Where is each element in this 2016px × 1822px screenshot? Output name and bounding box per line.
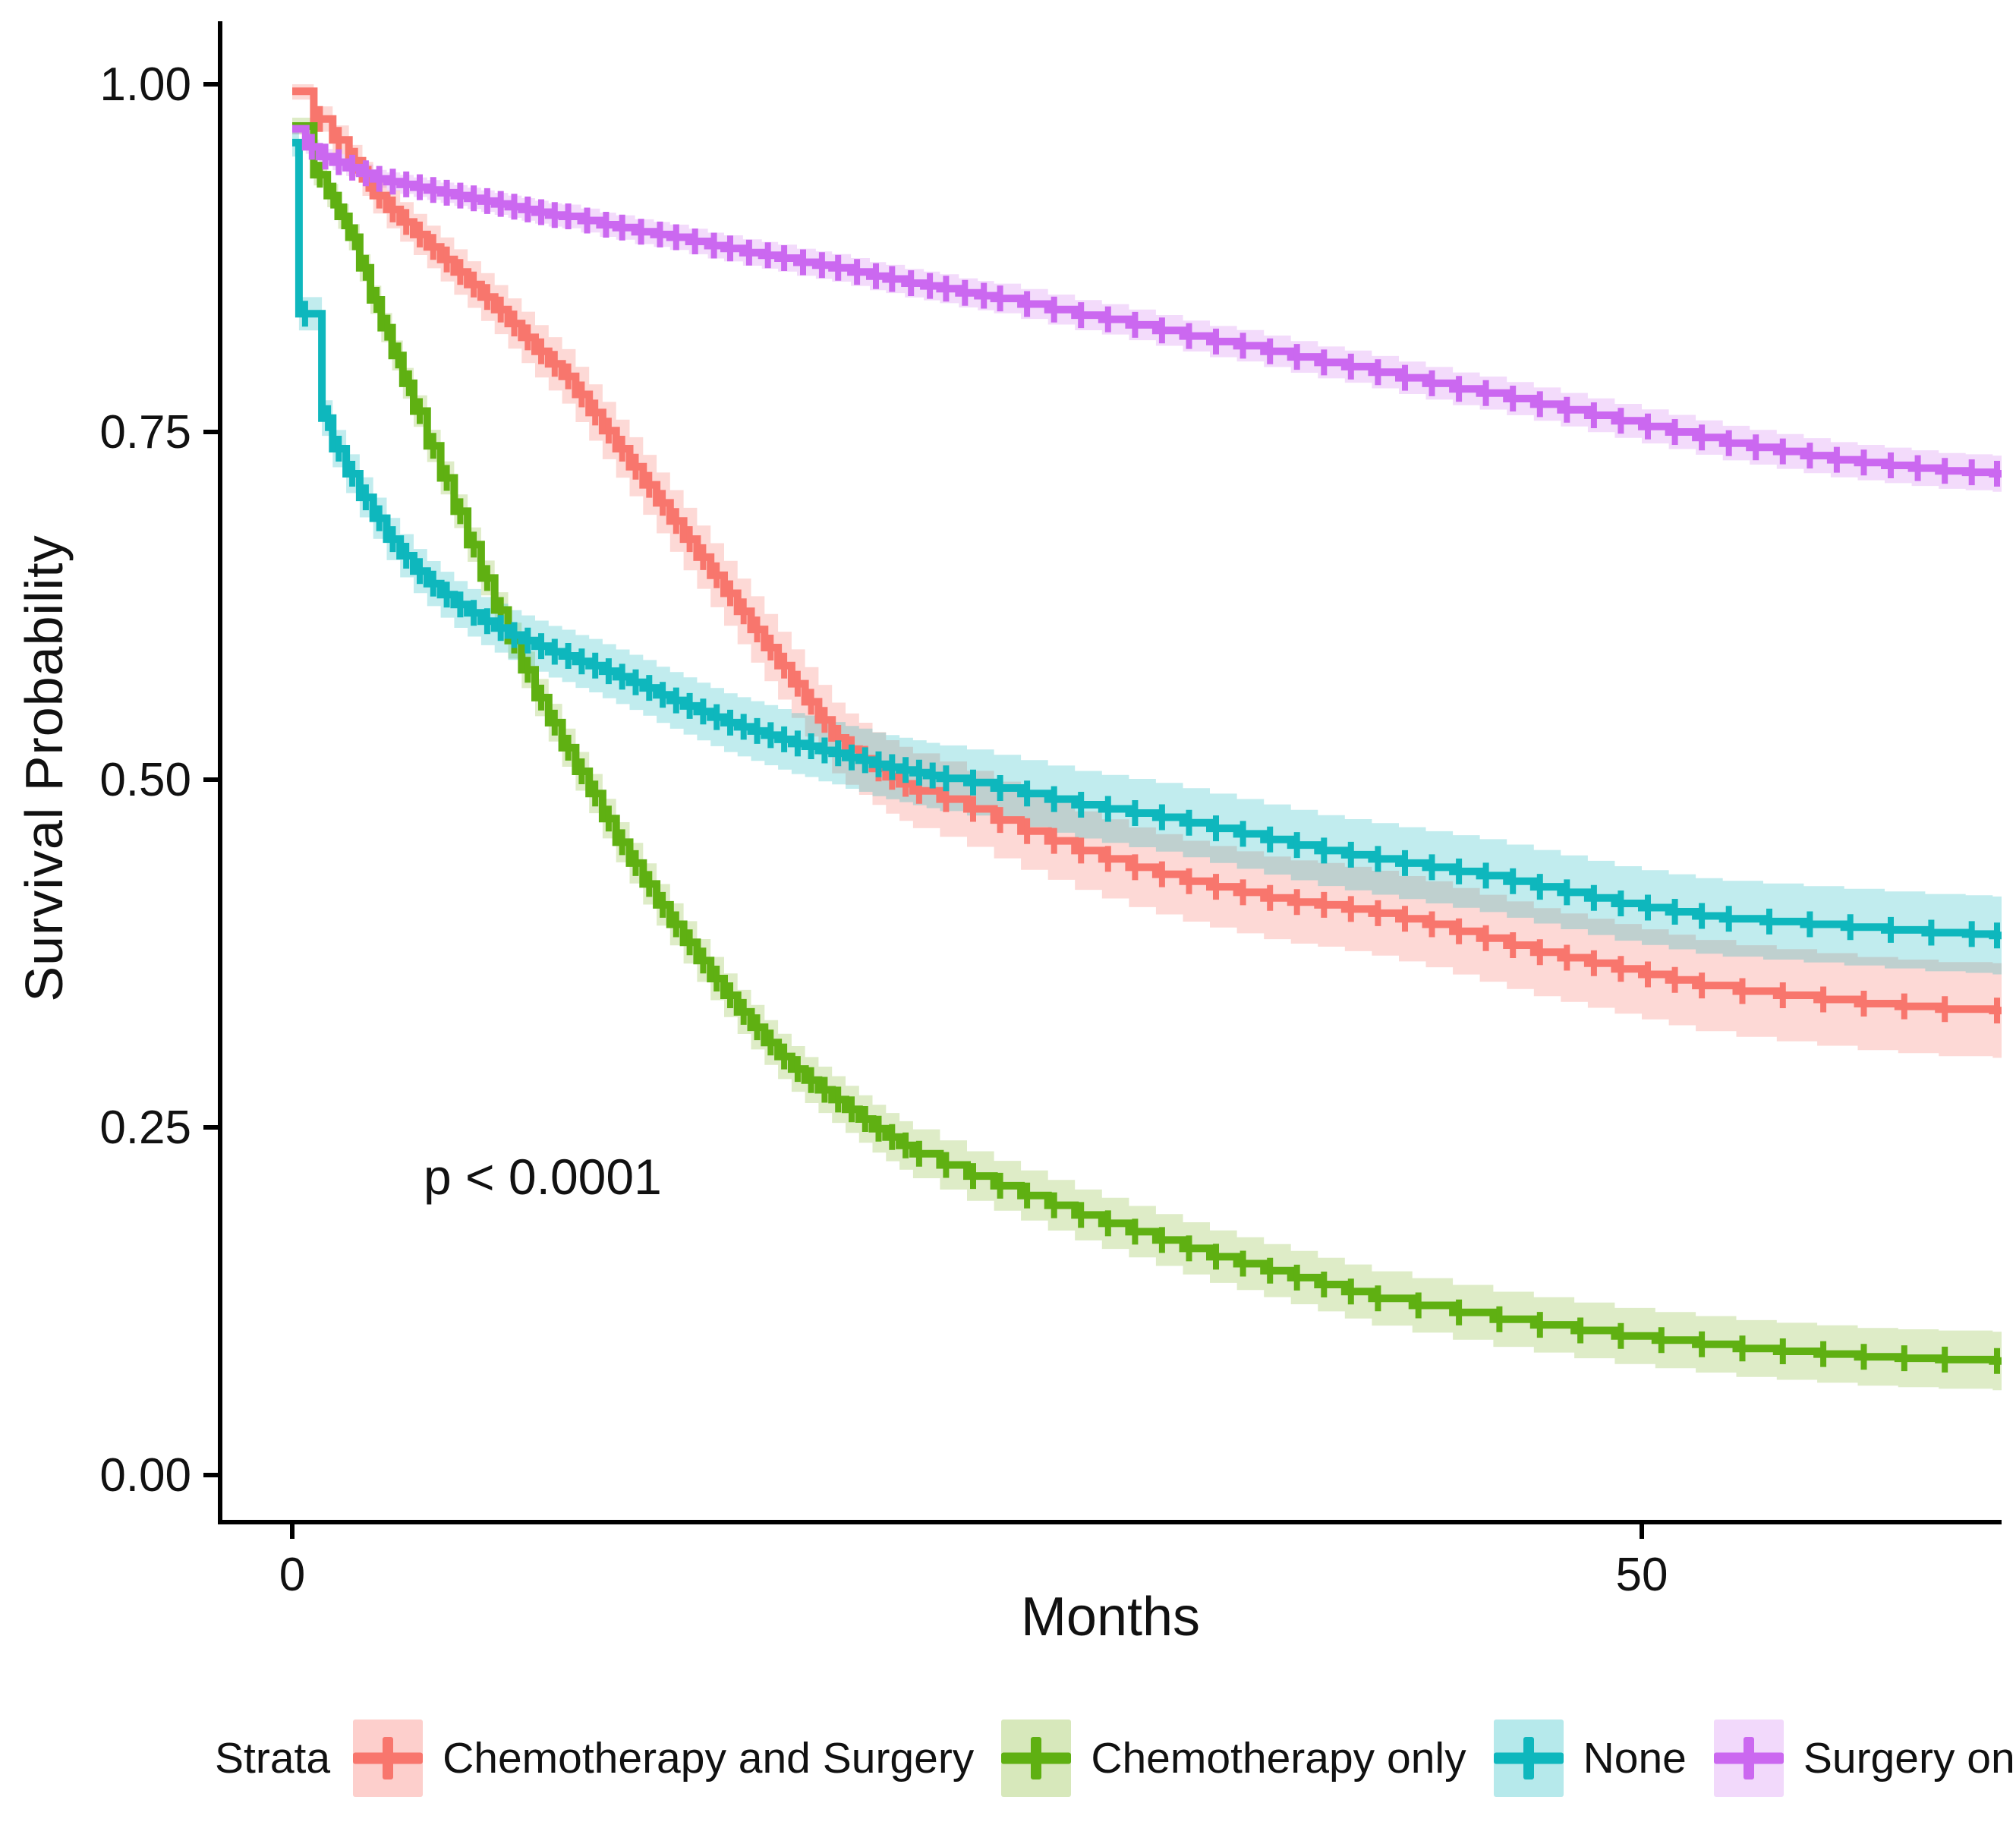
p-value-annotation: p < 0.0001 bbox=[424, 1149, 662, 1205]
censor-marks-none bbox=[301, 301, 2000, 949]
censor-marks-chemotherapy-and-surgery bbox=[317, 106, 2000, 1024]
curve-none bbox=[292, 138, 2002, 940]
censor-marks-chemotherapy-only bbox=[317, 162, 2000, 1374]
legend-label: Chemotherapy and Surgery bbox=[443, 1734, 975, 1783]
censor-marks-surgery-only bbox=[308, 134, 2000, 487]
legend-item-surgery-only: Surgery only bbox=[1713, 1720, 2016, 1797]
legend-item-chemotherapy-and-surgery: Chemotherapy and Surgery bbox=[353, 1720, 974, 1797]
legend-label: None bbox=[1583, 1734, 1687, 1783]
legend-key-vbar bbox=[1743, 1737, 1754, 1779]
legend-label: Surgery only bbox=[1803, 1734, 2016, 1783]
legend-items: Chemotherapy and Surgery Chemotherapy onl… bbox=[353, 1720, 2016, 1797]
y-tick-label: 0.75 bbox=[99, 406, 191, 459]
legend-item-none: None bbox=[1493, 1720, 1687, 1797]
y-tick-label: 0.50 bbox=[99, 754, 191, 806]
legend-key-vbar bbox=[1031, 1737, 1042, 1779]
y-tick-label: 0.00 bbox=[99, 1449, 191, 1502]
legend-key-vbar bbox=[1523, 1737, 1534, 1779]
ci-band-none bbox=[292, 128, 2002, 975]
legend: Strata Chemotherapy and Surgery Chemother… bbox=[215, 1714, 2016, 1802]
x-tick-label: 50 bbox=[1616, 1549, 1668, 1601]
legend-key-cross-icon bbox=[353, 1720, 424, 1797]
axis-lines bbox=[218, 21, 2002, 1524]
legend-label: Chemotherapy only bbox=[1091, 1734, 1466, 1783]
ci-band-chemotherapy-and-surgery bbox=[292, 84, 2002, 1058]
legend-key-cross-icon bbox=[1713, 1720, 1784, 1797]
legend-key-cross-icon bbox=[1001, 1720, 1072, 1797]
legend-key-cross-icon bbox=[1493, 1720, 1564, 1797]
legend-key-vbar bbox=[383, 1737, 394, 1779]
x-tick-label: 0 bbox=[279, 1549, 305, 1601]
legend-title: Strata bbox=[215, 1734, 331, 1783]
x-axis-title: Months bbox=[1020, 1587, 1201, 1647]
curve-surgery-only bbox=[292, 125, 2002, 478]
legend-item-chemotherapy-only: Chemotherapy only bbox=[1001, 1720, 1466, 1797]
y-axis-title: Survival Probability bbox=[14, 534, 74, 1002]
y-tick-label: 0.25 bbox=[99, 1102, 191, 1154]
y-tick-label: 1.00 bbox=[99, 58, 191, 111]
ci-band-surgery-only bbox=[292, 123, 2002, 492]
